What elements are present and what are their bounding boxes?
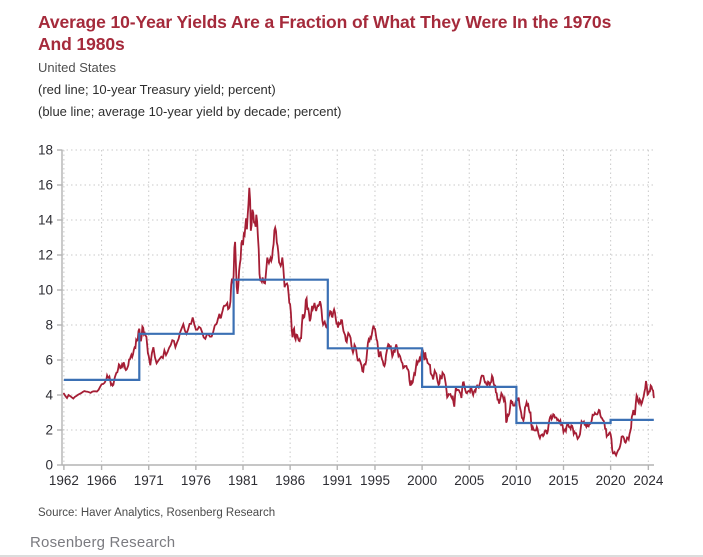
- y-tick-label: 6: [45, 353, 53, 368]
- x-tick-label: 1966: [87, 473, 117, 488]
- x-tick-label: 2005: [454, 473, 484, 488]
- source-note: Source: Haver Analytics, Rosenberg Resea…: [38, 507, 276, 519]
- treasury-yield-line: [63, 187, 655, 458]
- x-tick-label: 1991: [322, 473, 352, 488]
- y-tick-label: 0: [45, 458, 53, 473]
- x-tick-label: 2024: [633, 473, 664, 488]
- decade-average-line: [63, 278, 654, 425]
- tick-labels: 0 2 4 6 8 10 12 14 16 18 1962 1966 1971 1976 1981 1986 1…: [38, 143, 664, 489]
- x-tick-label: 1995: [360, 473, 390, 488]
- y-tick-label: 10: [38, 283, 53, 298]
- y-tick-label: 8: [45, 318, 53, 333]
- legend-note-red-line: (red line; 10-year Treasury yield; perce…: [38, 82, 276, 97]
- gridlines: [62, 149, 654, 466]
- chart-region-label: United States: [38, 60, 117, 75]
- bottom-divider: [0, 555, 703, 557]
- chart-title-line1: Average 10-Year Yields Are a Fraction of…: [38, 12, 612, 32]
- legend-note-blue-line: (blue line; average 10-year yield by dec…: [38, 104, 342, 119]
- y-tick-label: 12: [38, 248, 53, 263]
- x-tick-label: 1962: [49, 473, 79, 488]
- y-tick-label: 16: [38, 178, 53, 193]
- axes: [57, 149, 654, 470]
- chart-title: Average 10-Year Yields Are a Fraction of…: [38, 11, 688, 55]
- brand-footer: Rosenberg Research: [30, 534, 176, 551]
- x-tick-label: 2000: [407, 473, 437, 488]
- x-tick-label: 2020: [596, 473, 626, 488]
- x-tick-label: 1986: [275, 473, 305, 488]
- x-tick-label: 2015: [548, 473, 578, 488]
- x-tick-label: 1976: [181, 473, 211, 488]
- y-tick-label: 4: [45, 388, 53, 403]
- x-tick-label: 1971: [134, 473, 164, 488]
- y-tick-label: 2: [45, 423, 53, 438]
- x-tick-label: 2010: [501, 473, 531, 488]
- y-tick-label: 18: [38, 143, 53, 158]
- x-tick-label: 1981: [228, 473, 258, 488]
- chart-title-line2: And 1980s: [38, 34, 125, 54]
- y-tick-label: 14: [38, 213, 54, 228]
